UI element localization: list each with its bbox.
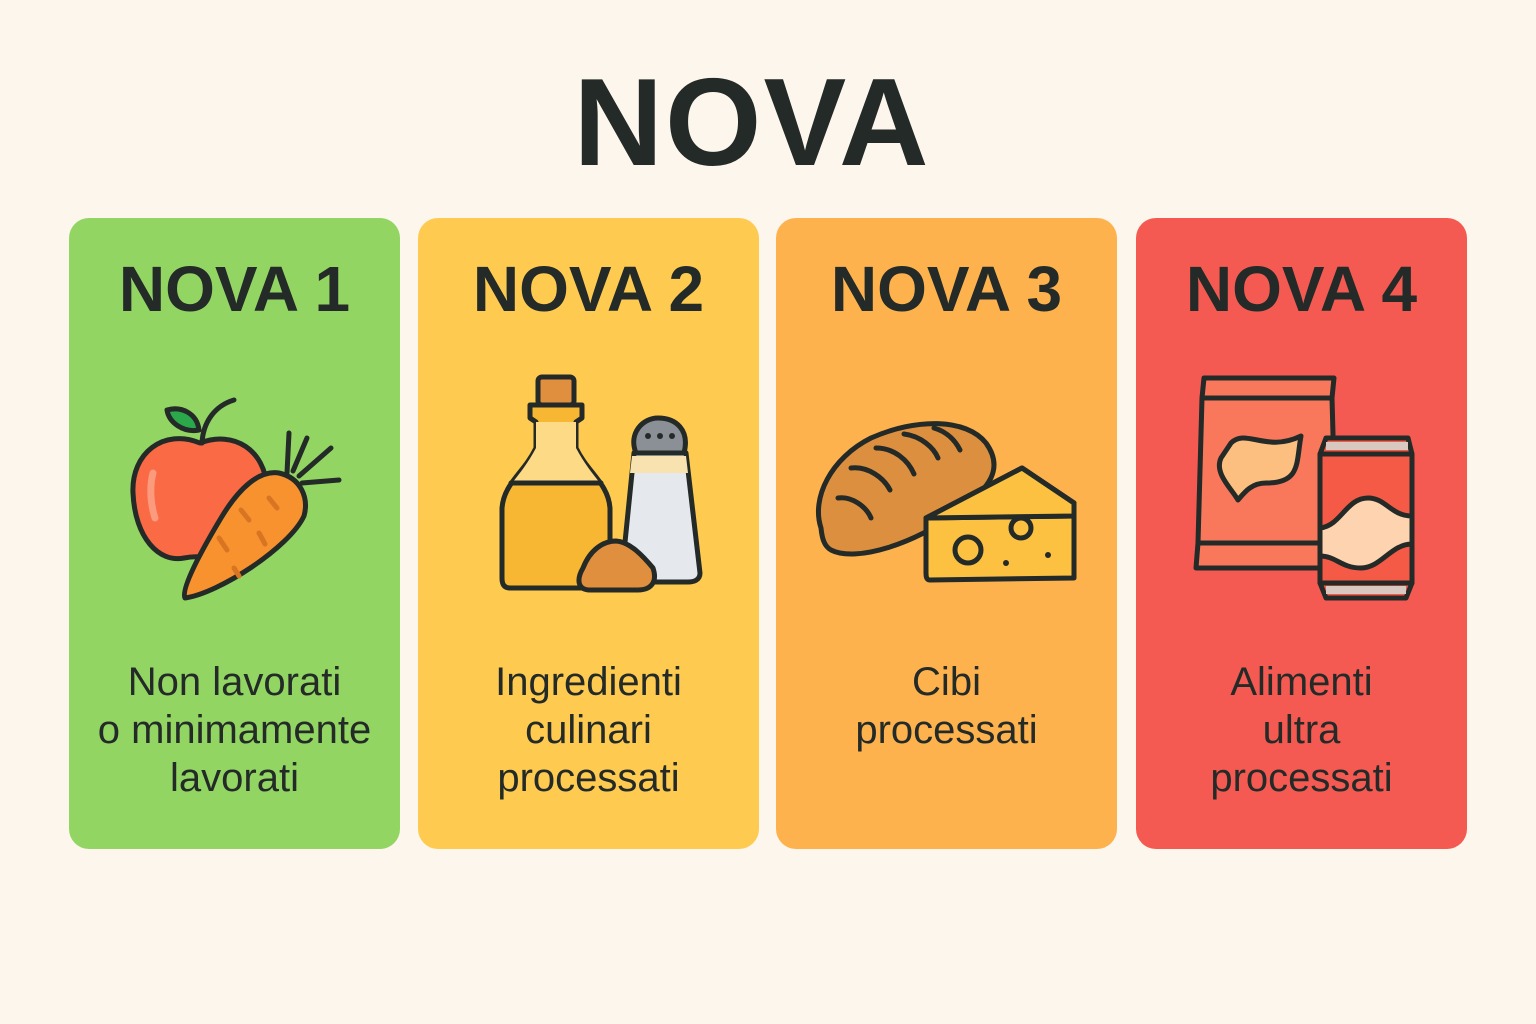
apple-carrot-icon (130, 397, 342, 601)
card-heading: NOVA 2 (472, 253, 705, 325)
card-description: Non lavorati o minimamente lavorati (69, 658, 400, 802)
snack-soda-icon (1193, 375, 1415, 601)
card-heading: NOVA 1 (118, 253, 351, 325)
card-nova-3: NOVA 3 Cibi processati (776, 218, 1117, 849)
card-heading: NOVA 4 (1185, 253, 1418, 325)
card-description: Cibi processati (776, 658, 1117, 754)
desc-line: lavorati (170, 756, 299, 800)
desc-line: processati (1210, 756, 1393, 800)
card-description: Ingredienti culinari processati (418, 658, 759, 802)
desc-line: Cibi (912, 660, 981, 704)
card-heading: NOVA 3 (830, 253, 1063, 325)
desc-line: processati (855, 708, 1038, 752)
card-nova-2: NOVA 2 Ingredienti culinari processati (418, 218, 759, 849)
desc-line: culinari (525, 708, 652, 752)
oil-salt-icon (499, 374, 703, 593)
desc-line: ultra (1262, 708, 1341, 752)
card-nova-1: NOVA 1 Non lavorati o minimamente lavora… (69, 218, 400, 849)
desc-line: Ingredienti (495, 660, 682, 704)
bread-cheese-icon (815, 421, 1077, 583)
desc-line: processati (497, 756, 680, 800)
desc-line: Alimenti (1230, 660, 1373, 704)
desc-line: Non lavorati (127, 660, 342, 704)
page-title: NOVA (573, 54, 931, 192)
desc-line: o minimamente (97, 708, 372, 752)
card-description: Alimenti ultra processati (1136, 658, 1467, 802)
card-nova-4: NOVA 4 Alimenti ultra processati (1136, 218, 1467, 849)
